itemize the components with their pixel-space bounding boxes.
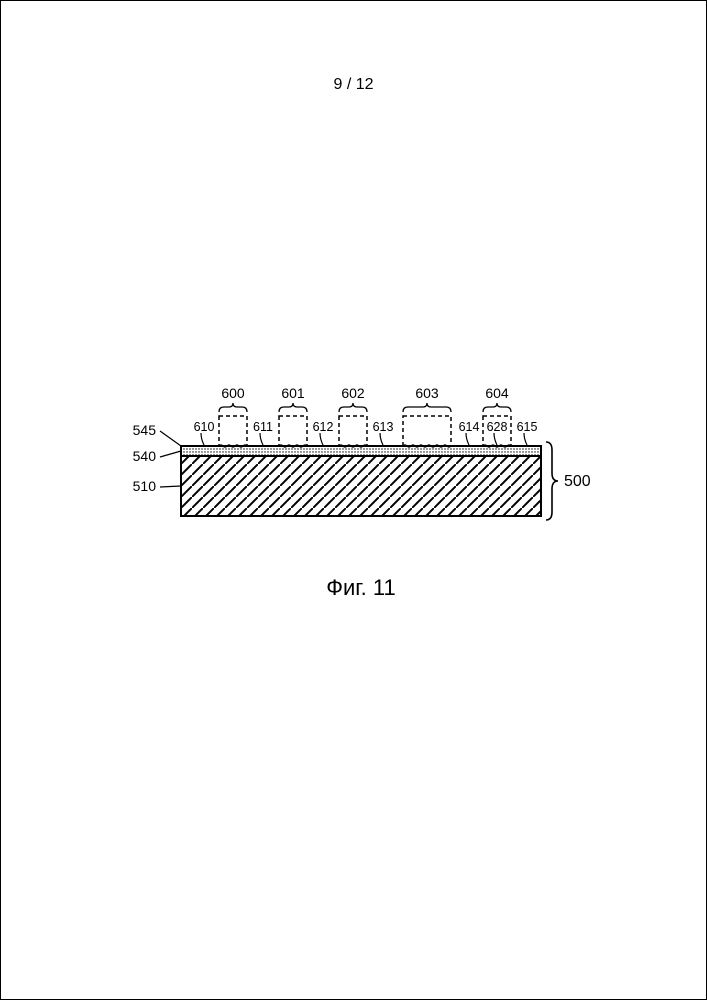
brace-top-604	[483, 403, 511, 412]
figure-11: 600 601 602 603 604 610 611 612 613 614 628 615 545 5…	[126, 376, 596, 601]
leader-611	[260, 433, 263, 445]
label-615: 615	[517, 420, 538, 434]
label-628: 628	[487, 420, 508, 434]
brace-top-601	[279, 403, 307, 412]
label-612: 612	[313, 420, 334, 434]
brace-top-600	[219, 403, 247, 412]
dashed-region-601	[279, 416, 307, 446]
label-603: 603	[415, 385, 439, 401]
label-510: 510	[133, 478, 157, 494]
label-601: 601	[281, 385, 305, 401]
leader-613	[380, 433, 383, 445]
label-600: 600	[221, 385, 245, 401]
dashed-region-600	[219, 416, 247, 446]
label-611: 611	[253, 420, 273, 434]
label-545: 545	[133, 422, 157, 438]
leader-510	[160, 486, 181, 487]
label-610: 610	[194, 420, 215, 434]
label-613: 613	[373, 420, 394, 434]
brace-assembly	[546, 442, 558, 520]
dashed-region-602	[339, 416, 367, 446]
dashed-region-603	[403, 416, 451, 446]
leader-615	[524, 433, 527, 445]
label-602: 602	[341, 385, 365, 401]
brace-top-603	[403, 403, 451, 412]
leader-628	[494, 433, 497, 445]
figure-caption: Фиг. 11	[126, 575, 596, 601]
leader-545	[160, 431, 181, 446]
label-614: 614	[459, 420, 480, 434]
brace-top-602	[339, 403, 367, 412]
layer-substrate	[181, 456, 541, 516]
label-assembly: 500	[564, 473, 591, 490]
label-540: 540	[133, 448, 157, 464]
leader-614	[466, 433, 469, 445]
leader-610	[201, 433, 204, 445]
leader-612	[320, 433, 323, 445]
leader-540	[160, 451, 181, 457]
label-604: 604	[485, 385, 509, 401]
page-number: 9 / 12	[1, 76, 706, 94]
